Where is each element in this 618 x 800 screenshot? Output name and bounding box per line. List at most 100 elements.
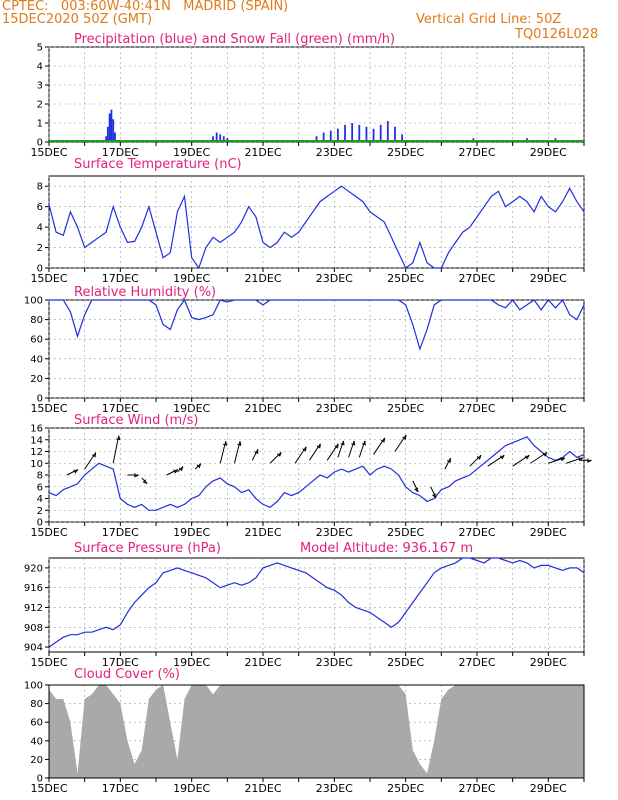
wind-arrowhead (254, 449, 259, 455)
x-tick-label: 29DEC (530, 526, 567, 539)
precip-bar (105, 136, 107, 142)
x-tick-label: 25DEC (387, 526, 424, 539)
x-tick-label: 21DEC (244, 656, 281, 669)
wind-arrowhead (222, 441, 228, 446)
x-tick-label: 23DEC (316, 146, 353, 159)
wind-arrowhead (196, 463, 202, 469)
y-tick-label: 0 (37, 518, 43, 529)
precip-bar (358, 124, 361, 142)
x-tick-label: 27DEC (458, 402, 495, 415)
wind-arrowhead (237, 441, 242, 446)
x-tick-label: 29DEC (530, 656, 567, 669)
x-tick-label: 15DEC (30, 782, 67, 795)
humidity-line (49, 298, 585, 351)
y-tick-label: 0 (37, 394, 43, 405)
y-tick-label: 40 (30, 736, 43, 747)
wind-arrowhead (142, 479, 148, 484)
pressure-line (48, 557, 585, 648)
x-tick-label: 21DEC (244, 146, 281, 159)
x-tick-label: 15DEC (30, 402, 67, 415)
wind-vector (373, 437, 385, 455)
wind-vector (469, 454, 482, 467)
x-tick-label: 29DEC (530, 146, 567, 159)
wind-arrowhead (316, 443, 321, 449)
wind-arrowhead (302, 446, 307, 452)
x-tick-label: 25DEC (387, 782, 424, 795)
wind-arrowhead (587, 458, 592, 463)
wind-arrowhead (542, 452, 548, 457)
wind-vector (412, 480, 419, 493)
wind-vector (337, 440, 344, 458)
precip-bar (212, 136, 214, 142)
y-tick-label: 4 (37, 494, 43, 505)
y-tick-label: 100 (24, 296, 43, 307)
x-tick-label: 19DEC (173, 402, 210, 415)
wind-vector (566, 457, 583, 464)
wind-vector (487, 454, 505, 467)
x-tick-label: 25DEC (387, 402, 424, 415)
y-tick-label: 4 (37, 223, 43, 234)
precip-bar (344, 124, 346, 142)
x-tick-label: 23DEC (316, 402, 353, 415)
precip-bar (337, 128, 339, 142)
x-tick-label: 23DEC (316, 782, 353, 795)
x-tick-label: 17DEC (102, 782, 139, 795)
wind-vector (512, 454, 530, 467)
y-tick-label: 904 (24, 643, 43, 654)
y-tick-label: 908 (24, 623, 43, 634)
wind-vector (294, 446, 307, 464)
precip-bar (106, 126, 109, 142)
panel-title-temperature: Surface Temperature (nC) (74, 157, 242, 172)
wind-arrowhead (402, 434, 407, 440)
x-tick-label: 27DEC (458, 146, 495, 159)
wind-arrowhead (446, 458, 451, 463)
y-tick-label: 916 (24, 583, 43, 594)
precip-bar (386, 121, 389, 142)
x-tick-label: 25DEC (387, 656, 424, 669)
y-tick-label: 12 (30, 447, 43, 458)
wind-vector (358, 440, 366, 458)
y-tick-label: 14 (30, 435, 43, 446)
y-tick-label: 80 (30, 315, 43, 326)
y-tick-label: 80 (30, 699, 43, 710)
header-code: TQ0126L028 (515, 27, 599, 42)
y-tick-label: 5 (37, 43, 43, 54)
wind-arrowhead (334, 443, 339, 449)
wind-vector (548, 457, 565, 464)
precip-bar (394, 126, 396, 142)
wind-vector (251, 449, 259, 461)
wind-arrowhead (116, 435, 121, 441)
y-tick-label: 60 (30, 718, 43, 729)
y-tick-label: 0 (37, 138, 43, 149)
x-tick-label: 21DEC (244, 782, 281, 795)
x-tick-label: 27DEC (458, 656, 495, 669)
wind-line (48, 436, 585, 511)
y-tick-label: 4 (37, 62, 43, 73)
wind-vector (66, 469, 79, 476)
plot-frame-overlay (48, 684, 585, 779)
x-tick-label: 17DEC (102, 656, 139, 669)
wind-vector (430, 486, 437, 498)
precip-bar (108, 113, 111, 142)
y-tick-label: 0 (37, 264, 43, 275)
wind-vector (166, 469, 178, 476)
y-tick-label: 912 (24, 603, 43, 614)
wind-vector (530, 451, 548, 464)
precip-bar (114, 132, 116, 142)
wind-arrowhead (173, 469, 179, 474)
x-tick-label: 23DEC (316, 526, 353, 539)
wind-arrowhead (578, 457, 584, 462)
precip-bar (329, 130, 332, 142)
x-tick-label: 19DEC (173, 526, 210, 539)
y-tick-label: 40 (30, 354, 43, 365)
wind-arrowhead (380, 437, 386, 443)
precip-bar (401, 134, 403, 142)
wind-arrowhead (361, 440, 366, 446)
y-tick-label: 1 (37, 119, 43, 130)
panel-title-humidity: Relative Humidity (%) (74, 285, 216, 300)
precip-bar (365, 126, 368, 142)
plot-frame-pressure (48, 557, 585, 653)
y-tick-label: 0 (37, 774, 43, 785)
header-station: CPTEC: 003:60W-40:41N MADRID (SPAIN) (2, 0, 289, 14)
